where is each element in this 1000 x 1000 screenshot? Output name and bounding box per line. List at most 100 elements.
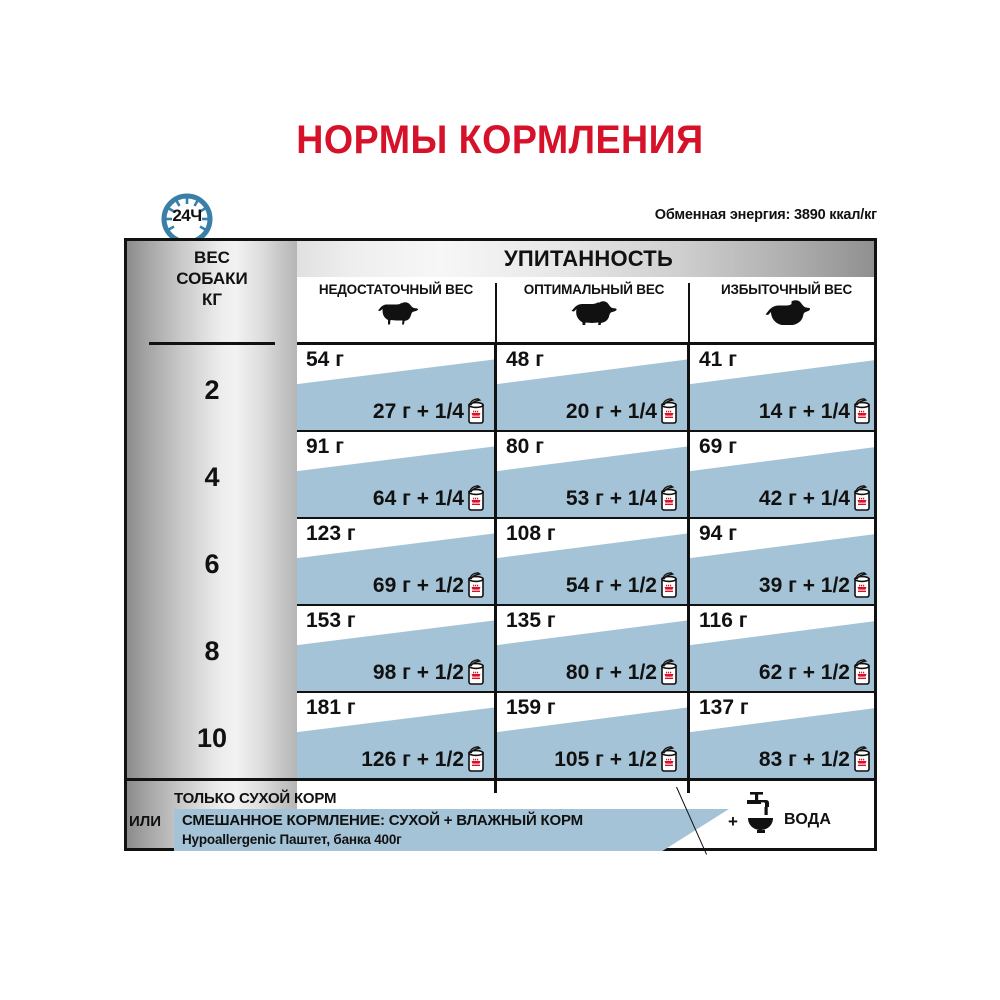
can-icon bbox=[661, 659, 677, 685]
cell-r3c3: 94 г 39 г + 1/2 bbox=[690, 519, 874, 604]
cell-r4c3: 116 г 62 г + 1/2 bbox=[690, 606, 874, 691]
cell-r5c2: 159 г 105 г + 1/2 bbox=[497, 693, 687, 778]
column-header-optimal-label: ОПТИМАЛЬНЫЙ ВЕС bbox=[523, 282, 665, 297]
mixed-amount: 105 г + 1/2 bbox=[554, 746, 679, 773]
dry-amount: 94 г bbox=[699, 522, 737, 545]
feeding-legend: ТОЛЬКО СУХОЙ КОРМ ИЛИ СМЕШАННОЕ КОРМЛЕНИ… bbox=[124, 786, 877, 855]
weight-value-row-3: 6 bbox=[204, 549, 220, 579]
dry-amount: 116 г bbox=[699, 609, 748, 632]
table-row: 123 г 69 г + 1/2 108 г 54 г + 1/2 bbox=[297, 519, 874, 604]
mixed-amount: 64 г + 1/4 bbox=[373, 485, 486, 512]
metabolizable-energy-note: Обменная энергия: 3890 ккал/кг bbox=[654, 207, 877, 223]
cell-r1c3: 41 г 14 г + 1/4 bbox=[690, 345, 874, 430]
dry-amount: 48 г bbox=[506, 348, 544, 371]
dry-amount: 137 г bbox=[699, 696, 749, 719]
can-icon bbox=[661, 398, 677, 424]
table-row: 153 г 98 г + 1/2 135 г 80 г + 1/2 bbox=[297, 606, 874, 691]
header-separator-2 bbox=[688, 283, 690, 343]
can-icon bbox=[468, 572, 484, 598]
cell-r5c3: 137 г 83 г + 1/2 bbox=[690, 693, 874, 778]
weight-value-row-1: 2 bbox=[204, 375, 220, 405]
legend-water-label: ВОДА bbox=[784, 811, 832, 828]
table-body-bottom-rule bbox=[127, 778, 874, 781]
row-separator-2 bbox=[297, 517, 874, 519]
column-separator-1 bbox=[494, 345, 497, 793]
mixed-amount: 39 г + 1/2 bbox=[759, 572, 872, 599]
legend-or-label: ИЛИ bbox=[129, 813, 162, 830]
cell-r3c2: 108 г 54 г + 1/2 bbox=[497, 519, 687, 604]
legend-dry-only-label: ТОЛЬКО СУХОЙ КОРМ bbox=[174, 790, 337, 807]
cell-r2c2: 80 г 53 г + 1/4 bbox=[497, 432, 687, 517]
weight-header-line-1: ВЕС bbox=[194, 248, 230, 267]
legend-plus-sign: + bbox=[728, 812, 738, 831]
weight-header-line-2: СОБАКИ bbox=[176, 269, 248, 288]
page-title: НОРМЫ КОРМЛЕНИЯ bbox=[296, 118, 704, 162]
mixed-amount: 98 г + 1/2 bbox=[373, 659, 486, 686]
table-row: 54 г 27 г + 1/4 48 г 20 г + 1/4 bbox=[297, 345, 874, 430]
weight-value-row-2: 4 bbox=[204, 462, 220, 492]
column-header-overweight-label: ИЗБЫТОЧНЫЙ ВЕС bbox=[720, 282, 853, 297]
mixed-amount: 27 г + 1/4 bbox=[373, 398, 486, 425]
dry-amount: 69 г bbox=[699, 435, 737, 458]
mixed-amount: 80 г + 1/2 bbox=[566, 659, 679, 686]
mixed-amount: 20 г + 1/4 bbox=[566, 398, 679, 425]
weight-header-line-3: КГ bbox=[201, 290, 222, 309]
weight-column bbox=[127, 241, 297, 848]
column-header-underweight: НЕДОСТАТОЧНЫЙ ВЕС bbox=[297, 277, 495, 342]
cell-r1c2: 48 г 20 г + 1/4 bbox=[497, 345, 687, 430]
cell-r1c1: 54 г 27 г + 1/4 bbox=[297, 345, 494, 430]
can-icon bbox=[854, 572, 870, 598]
dry-amount: 181 г bbox=[306, 696, 356, 719]
cell-r4c1: 153 г 98 г + 1/2 bbox=[297, 606, 494, 691]
weight-value-row-4: 8 bbox=[204, 636, 220, 666]
can-icon bbox=[468, 485, 484, 511]
table-row: 91 г 64 г + 1/4 80 г 53 г + 1/4 bbox=[297, 432, 874, 517]
dry-amount: 108 г bbox=[506, 522, 556, 545]
cell-r2c1: 91 г 64 г + 1/4 bbox=[297, 432, 494, 517]
column-separator-2 bbox=[687, 345, 690, 793]
dog-overweight-icon bbox=[693, 299, 874, 330]
dry-amount: 41 г bbox=[699, 348, 737, 371]
column-header-optimal: ОПТИМАЛЬНЫЙ ВЕС bbox=[500, 277, 688, 342]
weight-value-row-5: 10 bbox=[196, 723, 228, 753]
can-icon bbox=[661, 746, 677, 772]
cell-r5c1: 181 г 126 г + 1/2 bbox=[297, 693, 494, 778]
column-header-underweight-label: НЕДОСТАТОЧНЫЙ ВЕС bbox=[318, 282, 474, 297]
row-separator-1 bbox=[297, 430, 874, 432]
can-icon bbox=[661, 485, 677, 511]
mixed-amount: 42 г + 1/4 bbox=[759, 485, 872, 512]
mixed-amount: 69 г + 1/2 bbox=[373, 572, 486, 599]
cell-r2c3: 69 г 42 г + 1/4 bbox=[690, 432, 874, 517]
dry-amount: 153 г bbox=[306, 609, 356, 632]
dry-amount: 80 г bbox=[506, 435, 544, 458]
legend-mixed-product: Hypoallergenic Паштет, банка 400г bbox=[182, 832, 402, 847]
weight-column-header: ВЕС СОБАКИ КГ bbox=[127, 241, 297, 310]
mixed-amount: 14 г + 1/4 bbox=[759, 398, 872, 425]
clock-24h-label: 24Ч bbox=[172, 206, 202, 225]
can-icon bbox=[854, 746, 870, 772]
dry-amount: 159 г bbox=[506, 696, 556, 719]
cell-r4c2: 135 г 80 г + 1/2 bbox=[497, 606, 687, 691]
mixed-amount: 126 г + 1/2 bbox=[361, 746, 486, 773]
mixed-amount: 54 г + 1/2 bbox=[566, 572, 679, 599]
can-icon bbox=[468, 398, 484, 424]
mixed-amount: 53 г + 1/4 bbox=[566, 485, 679, 512]
can-icon bbox=[468, 746, 484, 772]
can-icon bbox=[854, 659, 870, 685]
weight-header-divider bbox=[149, 342, 275, 345]
can-icon bbox=[661, 572, 677, 598]
dog-normal-icon bbox=[500, 299, 688, 330]
dry-amount: 54 г bbox=[306, 348, 344, 371]
header-separator-1 bbox=[495, 283, 497, 343]
legend-mixed-band bbox=[174, 809, 729, 851]
table-row: 181 г 126 г + 1/2 159 г 105 г + 1/2 bbox=[297, 693, 874, 778]
legend-mixed-title: СМЕШАННОЕ КОРМЛЕНИЕ: СУХОЙ + ВЛАЖНЫЙ КОР… bbox=[182, 812, 583, 829]
dog-thin-icon bbox=[297, 299, 495, 330]
dry-amount: 135 г bbox=[506, 609, 556, 632]
dry-amount: 123 г bbox=[306, 522, 356, 545]
water-tap-icon bbox=[747, 792, 773, 833]
feeding-guide-table: УПИТАННОСТЬ ВЕС СОБАКИ КГ НЕДОСТАТОЧНЫЙ … bbox=[124, 238, 877, 851]
dry-amount: 91 г bbox=[306, 435, 344, 458]
row-separator-3 bbox=[297, 604, 874, 606]
cell-r3c1: 123 г 69 г + 1/2 bbox=[297, 519, 494, 604]
